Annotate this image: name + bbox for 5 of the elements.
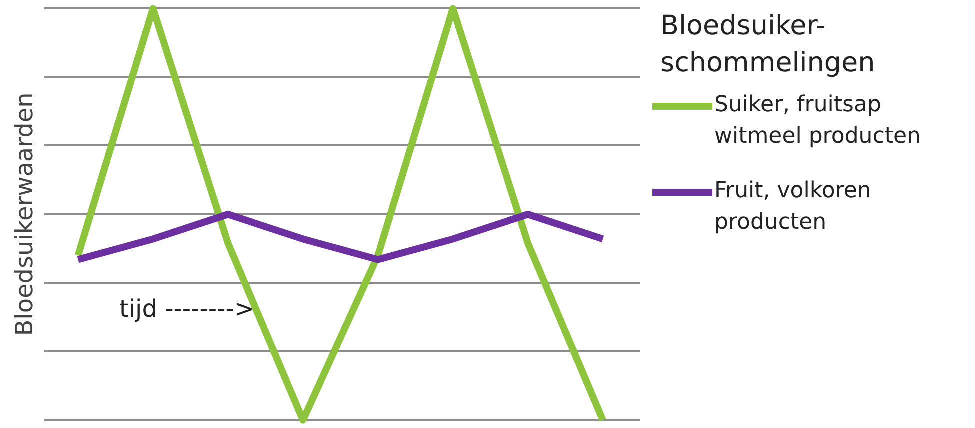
annotation: tijd -------->	[119, 295, 254, 324]
legend-label: Suiker, fruitsap witmeel producten	[714, 92, 921, 149]
legend-label: Fruit, volkoren producten	[714, 178, 872, 235]
legend-title: Bloedsuiker-schommelingen	[660, 10, 876, 79]
y-axis-title: Bloedsuikerwaarden	[10, 92, 38, 336]
